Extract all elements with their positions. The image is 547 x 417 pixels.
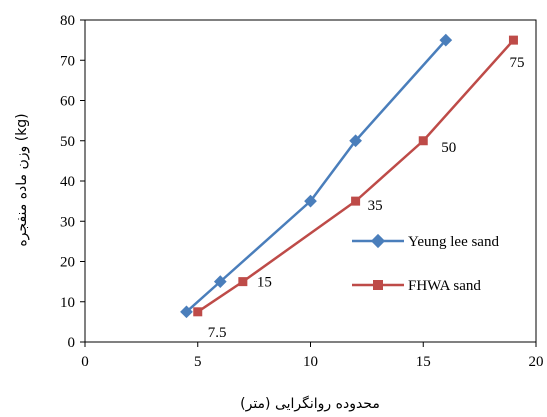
legend-marker-fhwa <box>373 280 383 290</box>
data-point-fhwa-sand <box>508 35 518 45</box>
data-label: 7.5 <box>208 325 227 341</box>
y-axis-ticks: 0 10 20 30 40 50 60 70 80 <box>60 13 85 351</box>
legend-label-yeung-lee: Yeung lee sand <box>408 234 499 250</box>
series-layer <box>180 33 518 319</box>
y-tick-label: 10 <box>60 295 75 311</box>
y-tick-label: 60 <box>60 94 75 110</box>
data-point-yeung-lee-sand <box>213 275 227 288</box>
x-tick-label: 15 <box>416 354 431 370</box>
y-tick-label: 70 <box>60 53 75 69</box>
data-label: 50 <box>441 140 456 156</box>
data-point-yeung-lee-sand <box>439 33 453 47</box>
data-point-fhwa-sand <box>351 196 361 206</box>
y-tick-label: 30 <box>60 214 75 230</box>
x-axis-title: محدوده روانگرایی (متر) <box>240 395 380 412</box>
data-point-fhwa-sand <box>193 307 203 317</box>
data-label: 35 <box>368 198 383 214</box>
legend: Yeung lee sand FHWA sand <box>352 233 499 294</box>
legend-label-fhwa: FHWA sand <box>408 278 481 294</box>
series-line-yeung-lee-sand <box>185 39 447 313</box>
data-point-fhwa-sand <box>418 136 428 146</box>
x-tick-label: 20 <box>529 354 544 370</box>
x-tick-label: 5 <box>194 354 202 370</box>
y-tick-label: 20 <box>60 255 75 271</box>
x-tick-label: 10 <box>303 354 318 370</box>
data-label: 15 <box>257 275 272 291</box>
legend-marker-yeung-lee <box>370 233 386 249</box>
y-axis-title: وزن ماده منفجره (kg) <box>14 113 30 246</box>
y-tick-label: 0 <box>68 335 76 351</box>
data-point-fhwa-sand <box>238 277 248 287</box>
y-tick-label: 80 <box>60 13 75 29</box>
data-point-yeung-lee-sand <box>304 194 317 208</box>
data-labels: 7.5 15 35 50 75 <box>208 55 525 341</box>
x-axis-ticks: 0 5 10 15 20 <box>81 342 544 370</box>
data-point-yeung-lee-sand <box>349 134 362 148</box>
data-point-yeung-lee-sand <box>180 305 193 319</box>
x-tick-label: 0 <box>81 354 89 370</box>
series-line-fhwa-sand <box>197 39 515 313</box>
y-tick-label: 40 <box>60 174 75 190</box>
data-label: 75 <box>509 55 524 71</box>
y-tick-label: 50 <box>60 134 75 150</box>
